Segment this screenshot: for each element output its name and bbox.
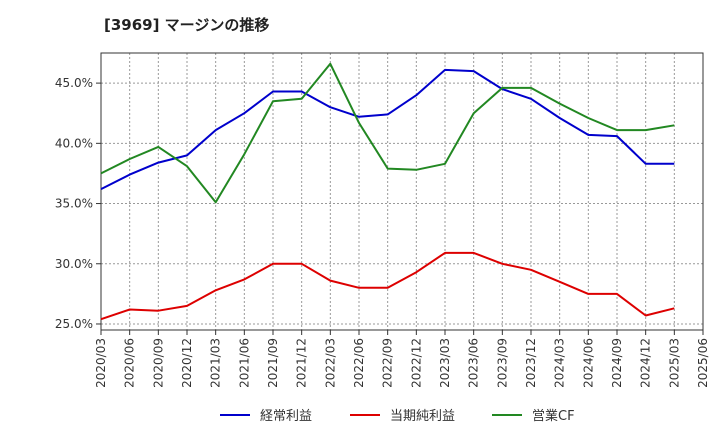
series-line-2 [100,62,675,204]
x-tick-label: 2020/06 [123,338,137,388]
x-tick-label: 2022/09 [381,338,395,388]
x-tick-label: 2021/09 [266,338,280,388]
x-axis-ticks: 2020/03 2020/06 2020/09 2020/12 2021/03 2021/… [94,330,710,388]
series-lines [100,62,675,321]
legend-label-2: 営業CF [532,408,575,424]
legend-label-0: 経常利益 [260,409,312,424]
x-tick-label: 2022/03 [323,338,337,388]
x-tick-label: 2021/12 [295,338,309,388]
x-tick-label: 2020/03 [94,338,108,388]
x-tick-label: 2021/03 [209,338,223,388]
x-tick-label: 2023/06 [467,338,481,388]
x-tick-label: 2021/06 [237,338,251,388]
y-axis-ticks: 25.0% 30.0% 35.0% 40.0% 45.0% [55,76,101,331]
x-tick-label: 2024/06 [581,338,595,388]
chart-title: [3969] マージンの推移 [104,16,270,34]
legend-label-1: 当期純利益 [390,409,455,424]
x-tick-label: 2022/12 [409,338,423,388]
x-tick-label: 2023/09 [495,338,509,388]
x-tick-label: 2025/03 [667,338,681,388]
y-tick-label: 45.0% [55,76,93,90]
x-tick-label: 2024/12 [639,338,653,388]
x-tick-label: 2023/03 [438,338,452,388]
y-tick-label: 30.0% [55,257,93,271]
x-tick-label: 2024/09 [610,338,624,388]
x-tick-label: 2025/06 [696,338,710,388]
x-tick-label: 2020/12 [180,338,194,388]
grid-lines [100,53,704,330]
series-line-0 [100,68,675,190]
legend: 経常利益 当期純利益 営業CF [220,408,575,424]
x-tick-label: 2024/03 [553,338,567,388]
x-tick-label: 2022/06 [352,338,366,388]
y-tick-label: 25.0% [55,317,93,331]
y-tick-label: 40.0% [55,136,93,150]
series-line-1 [100,251,675,321]
x-tick-label: 2020/09 [151,338,165,388]
y-tick-label: 35.0% [55,197,93,211]
plot-area [100,52,704,331]
x-tick-label: 2023/12 [524,338,538,388]
